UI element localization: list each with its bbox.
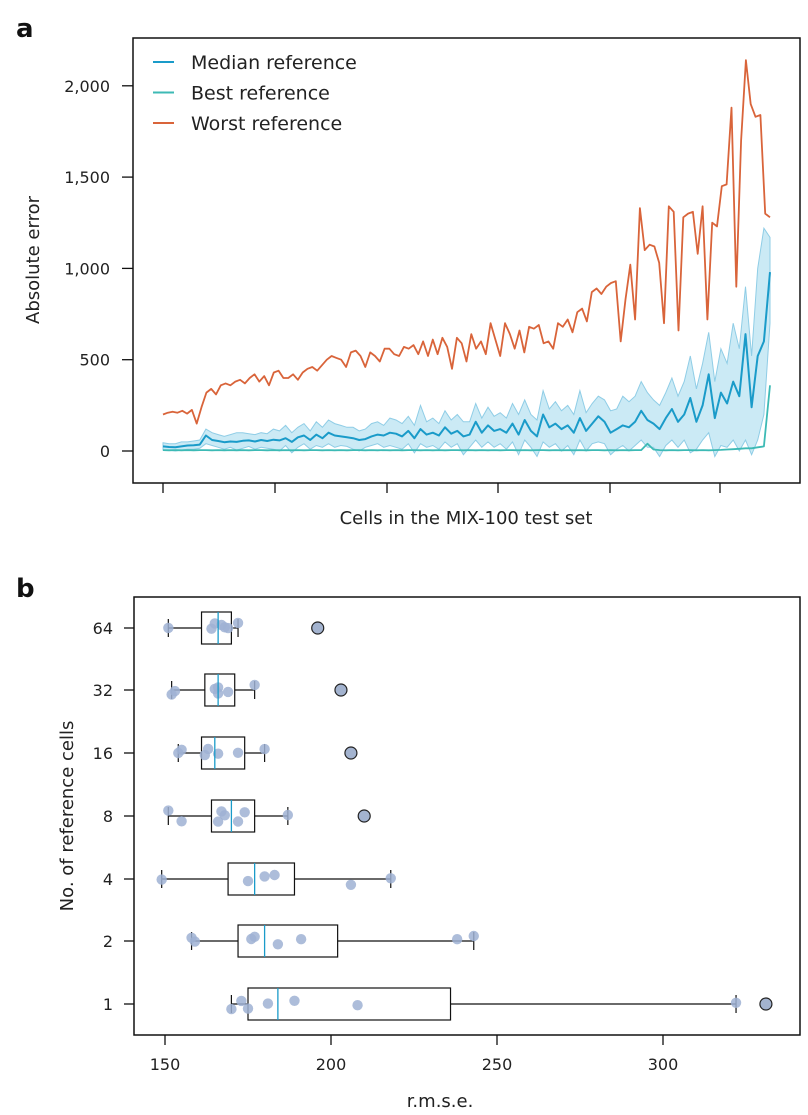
data-point bbox=[189, 936, 201, 947]
data-point bbox=[295, 934, 307, 945]
y-tick-label: 2 bbox=[103, 932, 113, 951]
x-tick-label: 300 bbox=[648, 1055, 679, 1074]
outlier-point bbox=[357, 809, 371, 823]
y-tick-label: 8 bbox=[103, 807, 113, 826]
box-iqr bbox=[210, 799, 256, 833]
data-point bbox=[249, 931, 260, 942]
panel-a-y-axis-label: Absolute error bbox=[23, 195, 44, 324]
x-tick-label: 200 bbox=[316, 1055, 347, 1074]
data-point bbox=[239, 807, 250, 818]
x-axis-ticks: 150 200 250 300 bbox=[150, 1035, 679, 1074]
panel-a-chart: 0 500 1,000 1,500 2,000 Median reference Best… bbox=[23, 37, 801, 529]
data-point bbox=[222, 686, 234, 698]
data-point bbox=[385, 873, 396, 884]
series-lines-group bbox=[162, 59, 771, 452]
box-plots-group bbox=[156, 611, 773, 1021]
y-tick-label: 1,000 bbox=[64, 259, 110, 278]
data-point bbox=[222, 622, 234, 634]
median-reference-line bbox=[162, 272, 771, 449]
data-point bbox=[163, 805, 174, 816]
data-point bbox=[156, 874, 167, 885]
panel-b-x-axis-label: r.m.s.e. bbox=[407, 1091, 474, 1112]
data-point bbox=[262, 998, 274, 1009]
data-point bbox=[242, 1003, 254, 1014]
x-axis-ticks bbox=[162, 483, 721, 493]
legend: Median reference Best reference Worst refe… bbox=[153, 52, 357, 135]
worst-reference-line bbox=[162, 59, 771, 425]
y-tick-label: 16 bbox=[93, 744, 113, 763]
box-iqr bbox=[237, 924, 339, 958]
panel-b-frame bbox=[133, 596, 801, 1036]
data-point bbox=[289, 995, 300, 1006]
y-tick-label: 64 bbox=[93, 619, 113, 638]
y-tick-label: 4 bbox=[103, 870, 113, 889]
box-iqr bbox=[227, 862, 296, 896]
y-tick-label: 1 bbox=[103, 995, 113, 1014]
data-point bbox=[219, 810, 230, 821]
panel-a-x-axis-label: Cells in the MIX-100 test set bbox=[340, 508, 593, 529]
y-axis-ticks: 64 32 16 8 4 2 1 bbox=[93, 619, 134, 1014]
x-tick-label: 250 bbox=[482, 1055, 513, 1074]
outlier-point bbox=[334, 683, 348, 697]
panel-a-frame bbox=[132, 37, 801, 484]
data-point bbox=[176, 744, 187, 755]
data-point bbox=[169, 685, 181, 697]
data-point bbox=[345, 879, 357, 890]
x-tick-label: 150 bbox=[150, 1055, 181, 1074]
data-point bbox=[226, 1003, 237, 1015]
data-point bbox=[232, 816, 244, 827]
y-tick-label: 32 bbox=[93, 681, 113, 700]
data-point bbox=[242, 875, 254, 887]
box-iqr bbox=[204, 673, 236, 707]
panel-b-chart: 64 32 16 8 4 2 1 150 200 250 300 r.m.s.e. No. of … bbox=[57, 596, 801, 1112]
outlier-point bbox=[759, 997, 773, 1011]
box-plot-1 bbox=[226, 987, 773, 1021]
data-point bbox=[282, 809, 294, 821]
box-plot-32 bbox=[166, 673, 348, 707]
y-tick-label: 500 bbox=[79, 351, 110, 370]
box-plot-64 bbox=[163, 611, 325, 645]
data-point bbox=[176, 816, 187, 827]
panel-b-y-axis-label: No. of reference cells bbox=[57, 721, 78, 912]
data-point bbox=[451, 934, 463, 945]
box-plot-4 bbox=[156, 862, 396, 896]
data-point bbox=[232, 617, 244, 629]
box-plot-16 bbox=[173, 736, 358, 770]
y-tick-label: 2,000 bbox=[64, 77, 110, 96]
data-point bbox=[163, 622, 174, 634]
data-point bbox=[730, 997, 742, 1008]
data-point bbox=[212, 748, 224, 759]
data-point bbox=[212, 816, 224, 827]
outlier-point bbox=[311, 621, 325, 635]
panel-b-label: b bbox=[16, 574, 35, 604]
data-point bbox=[259, 743, 270, 755]
box-plot-8 bbox=[163, 799, 371, 833]
data-point bbox=[236, 995, 247, 1007]
outlier-point bbox=[344, 746, 358, 760]
best-reference-line bbox=[162, 385, 771, 452]
data-point bbox=[468, 930, 479, 942]
legend-label-median-reference: Median reference bbox=[191, 52, 357, 74]
data-point bbox=[259, 871, 270, 882]
median-band-group bbox=[162, 226, 771, 458]
y-axis-ticks: 0 500 1,000 1,500 2,000 bbox=[64, 77, 133, 461]
legend-label-worst-reference: Worst reference bbox=[191, 113, 342, 135]
box-plot-2 bbox=[186, 924, 479, 958]
data-point bbox=[352, 1000, 363, 1011]
data-point bbox=[232, 747, 244, 758]
panel-a-label: a bbox=[16, 14, 34, 44]
data-point bbox=[272, 939, 284, 950]
data-point bbox=[202, 743, 214, 755]
data-point bbox=[269, 869, 280, 881]
median-reference-band bbox=[162, 226, 771, 458]
data-point bbox=[249, 679, 260, 691]
legend-label-best-reference: Best reference bbox=[191, 83, 330, 105]
y-tick-label: 0 bbox=[100, 442, 110, 461]
y-tick-label: 1,500 bbox=[64, 168, 110, 187]
